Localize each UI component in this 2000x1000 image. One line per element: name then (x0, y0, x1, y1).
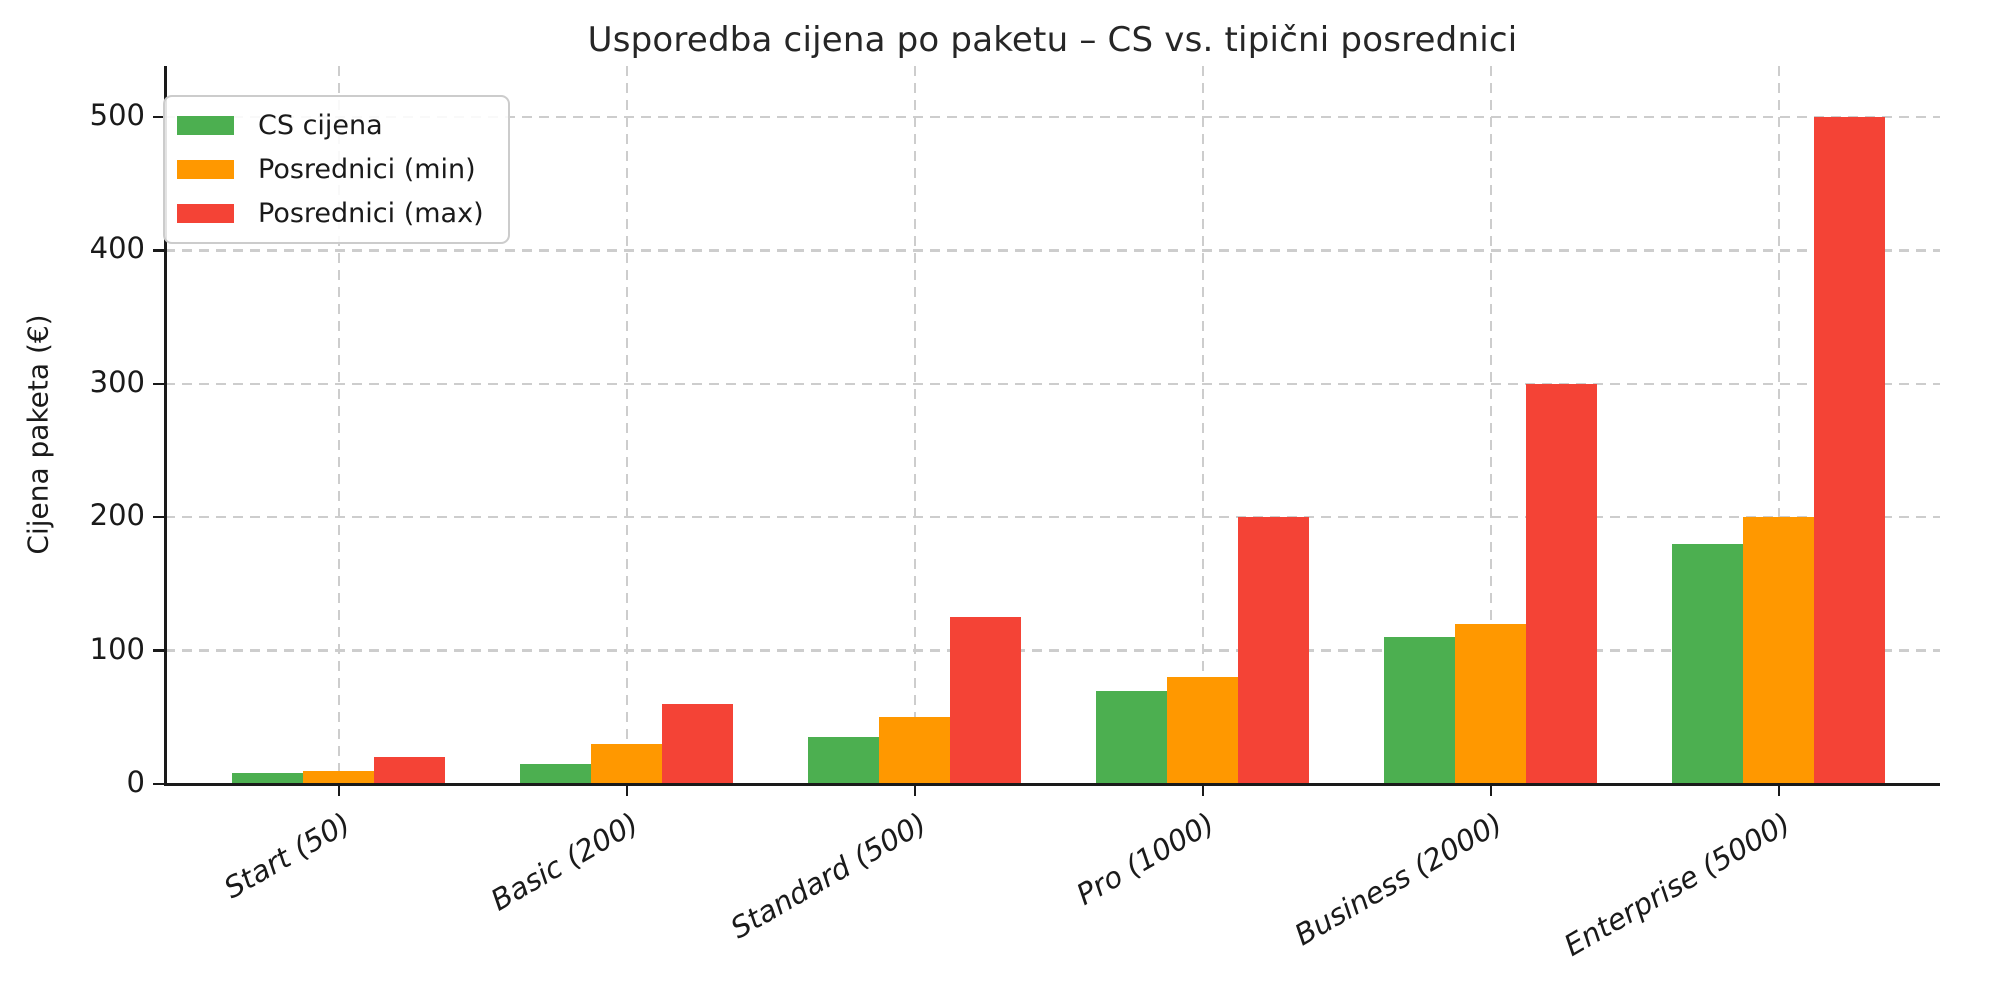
legend-label: Posrednici (min) (258, 154, 476, 185)
bar-posrednici-min- (1167, 677, 1238, 784)
bar-posrednici-max- (950, 617, 1021, 784)
legend-label: Posrednici (max) (258, 198, 484, 229)
bar-posrednici-min- (1455, 623, 1526, 784)
y-axis-line (163, 66, 167, 786)
gridline-vertical (913, 66, 917, 784)
legend-label: CS cijena (258, 110, 383, 141)
bar-posrednici-max- (1526, 383, 1597, 784)
bar-cs-cijena (1672, 543, 1743, 784)
y-tick-mark (153, 115, 165, 119)
legend-item: CS cijena (177, 110, 484, 141)
bar-cs-cijena (520, 763, 591, 784)
bar-cs-cijena (808, 737, 879, 784)
y-tick-label: 100 (89, 631, 145, 666)
bar-posrednici-max- (1814, 117, 1885, 784)
y-tick-label: 300 (89, 364, 145, 399)
y-tick-mark (153, 249, 165, 252)
gridline-vertical (625, 66, 629, 784)
x-tick-mark (337, 784, 341, 796)
gridline-horizontal (165, 249, 1940, 252)
x-tick-mark (1489, 784, 1493, 796)
y-tick-label: 200 (89, 498, 145, 533)
x-tick-label: Start (50) (218, 806, 356, 906)
bar-posrednici-max- (1238, 517, 1309, 784)
legend-swatch-icon (177, 204, 234, 223)
y-tick-mark (153, 782, 165, 786)
bar-cs-cijena (1384, 637, 1455, 784)
gridline-horizontal (165, 382, 1940, 385)
gridline-vertical (337, 66, 341, 784)
legend-item: Posrednici (max) (177, 198, 484, 229)
bar-posrednici-min- (1743, 517, 1814, 784)
y-tick-label: 0 (126, 765, 145, 799)
legend: CS cijena Posrednici (min) Posrednici (max… (163, 95, 510, 244)
y-tick-label: 400 (89, 231, 145, 266)
bar-posrednici-min- (591, 743, 662, 784)
chart-title: Usporedba cijena po paketu – CS vs. tipi… (587, 20, 1518, 60)
gridline-vertical (1489, 66, 1493, 784)
x-tick-mark (625, 784, 629, 796)
bar-cs-cijena (232, 773, 303, 784)
bar-posrednici-min- (303, 770, 374, 784)
x-tick-mark (1201, 784, 1205, 796)
legend-item: Posrednici (min) (177, 154, 484, 185)
legend-swatch-icon (177, 160, 234, 179)
gridline-horizontal (165, 115, 1940, 119)
y-tick-mark (153, 382, 165, 386)
bar-cs-cijena (1096, 690, 1167, 784)
gridline-vertical (1777, 66, 1781, 784)
bar-posrednici-min- (879, 717, 950, 784)
x-axis-line (165, 782, 1940, 786)
bar-posrednici-max- (374, 757, 445, 784)
y-tick-label: 500 (89, 98, 145, 132)
x-tick-mark (913, 784, 917, 796)
gridline-horizontal (165, 649, 1940, 652)
y-tick-mark (153, 649, 165, 652)
y-tick-mark (153, 515, 165, 519)
gridline-vertical (1201, 66, 1205, 784)
x-tick-mark (1777, 784, 1781, 796)
legend-swatch-icon (177, 116, 234, 135)
gridline-horizontal (165, 516, 1940, 519)
bar-posrednici-max- (662, 703, 733, 784)
